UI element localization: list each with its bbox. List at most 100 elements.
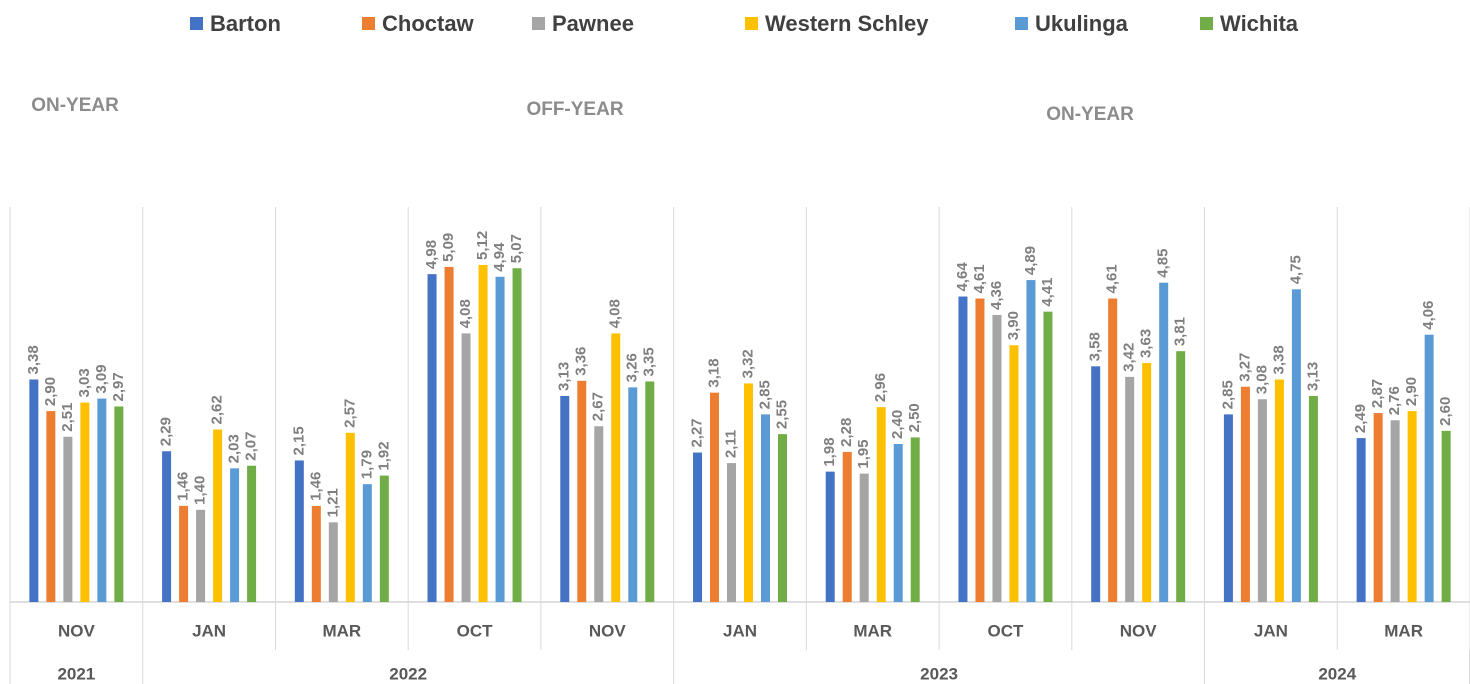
value-label: 3,18 bbox=[705, 358, 722, 387]
legend-label: Western Schley bbox=[765, 11, 929, 36]
value-label: 3,35 bbox=[641, 347, 658, 376]
value-label: 2,55 bbox=[773, 400, 790, 429]
bar bbox=[478, 264, 488, 602]
bar bbox=[63, 436, 73, 602]
value-label: 4,08 bbox=[607, 299, 624, 328]
bar bbox=[1257, 399, 1267, 602]
legend-swatch bbox=[362, 17, 375, 30]
value-label: 1,46 bbox=[307, 472, 324, 501]
value-label: 2,27 bbox=[688, 418, 705, 447]
value-label: 2,90 bbox=[42, 377, 59, 406]
bar bbox=[910, 437, 920, 602]
value-label: 3,42 bbox=[1121, 343, 1138, 372]
value-label: 1,98 bbox=[821, 437, 838, 466]
value-label: 2,76 bbox=[1386, 386, 1403, 415]
legend-swatch bbox=[1015, 17, 1028, 30]
value-label: 2,85 bbox=[756, 380, 773, 409]
value-label: 3,63 bbox=[1138, 329, 1155, 358]
bar bbox=[213, 429, 223, 602]
year-label: 2024 bbox=[1318, 664, 1356, 683]
value-label: 2,40 bbox=[889, 410, 906, 439]
value-label: 2,97 bbox=[110, 372, 127, 401]
value-label: 4,75 bbox=[1287, 255, 1304, 284]
bar bbox=[645, 381, 655, 602]
value-label: 2,29 bbox=[158, 417, 175, 446]
legend-swatch bbox=[1200, 17, 1213, 30]
bar bbox=[992, 314, 1002, 602]
value-label: 4,36 bbox=[988, 281, 1005, 310]
value-label: 3,58 bbox=[1087, 332, 1104, 361]
value-label: 4,94 bbox=[491, 242, 508, 272]
bar bbox=[1091, 366, 1101, 602]
value-label: 2,85 bbox=[1219, 380, 1236, 409]
bar bbox=[328, 522, 338, 602]
value-label: 1,21 bbox=[324, 488, 341, 517]
bar bbox=[1424, 334, 1434, 602]
bar bbox=[1308, 395, 1318, 602]
value-label: 4,08 bbox=[457, 299, 474, 328]
bar bbox=[444, 266, 454, 602]
bar bbox=[29, 379, 39, 602]
legend-label: Choctaw bbox=[382, 11, 475, 36]
bar bbox=[80, 402, 90, 602]
value-label: 4,64 bbox=[954, 262, 971, 292]
bar bbox=[1026, 280, 1036, 602]
x-tick-label: JAN bbox=[723, 621, 757, 640]
value-label: 2,90 bbox=[1403, 377, 1420, 406]
bar bbox=[46, 411, 56, 602]
bar bbox=[162, 451, 172, 602]
bar bbox=[1407, 411, 1417, 602]
x-tick-label: OCT bbox=[988, 621, 1025, 640]
legend-label: Barton bbox=[210, 11, 281, 36]
value-label: 5,07 bbox=[508, 234, 525, 263]
bar bbox=[461, 333, 471, 602]
value-label: 2,57 bbox=[341, 399, 358, 428]
value-label: 1,79 bbox=[358, 450, 375, 479]
bar bbox=[311, 505, 321, 602]
bar bbox=[512, 268, 522, 602]
bar bbox=[1390, 420, 1400, 602]
annotation: ON-YEAR bbox=[1046, 104, 1134, 125]
value-label: 2,03 bbox=[226, 434, 243, 463]
value-label: 4,61 bbox=[971, 264, 988, 293]
bar bbox=[1043, 311, 1053, 602]
bar bbox=[230, 468, 240, 602]
bar bbox=[1159, 282, 1169, 602]
x-tick-label: MAR bbox=[1384, 621, 1423, 640]
bar bbox=[196, 509, 206, 602]
bar bbox=[594, 426, 604, 602]
bar bbox=[247, 465, 257, 602]
year-label: 2022 bbox=[389, 664, 427, 683]
value-label: 2,11 bbox=[722, 430, 739, 458]
value-label: 3,13 bbox=[1304, 362, 1321, 391]
value-label: 2,96 bbox=[872, 373, 889, 402]
bar bbox=[294, 460, 304, 602]
bar bbox=[1142, 363, 1152, 602]
value-label: 2,07 bbox=[243, 432, 260, 461]
bar bbox=[876, 407, 886, 602]
value-label: 2,15 bbox=[290, 426, 307, 455]
bar bbox=[495, 276, 505, 602]
value-label: 3,03 bbox=[76, 368, 93, 397]
value-label: 2,62 bbox=[209, 395, 226, 424]
value-label: 5,09 bbox=[440, 233, 457, 262]
bar bbox=[427, 274, 437, 602]
value-label: 2,28 bbox=[838, 418, 855, 447]
bar bbox=[958, 296, 968, 602]
value-label: 3,13 bbox=[556, 362, 573, 391]
value-label: 4,06 bbox=[1420, 301, 1437, 330]
bar bbox=[1108, 298, 1118, 602]
bar bbox=[893, 444, 903, 602]
x-tick-label: OCT bbox=[457, 621, 494, 640]
bar bbox=[628, 387, 638, 602]
legend-swatch bbox=[745, 17, 758, 30]
value-label: 2,49 bbox=[1352, 404, 1369, 433]
value-label: 3,08 bbox=[1253, 365, 1270, 394]
bar bbox=[1291, 289, 1301, 602]
bar bbox=[114, 406, 124, 602]
value-label: 2,60 bbox=[1437, 397, 1454, 426]
legend-swatch bbox=[190, 17, 203, 30]
bar bbox=[179, 505, 189, 602]
bar bbox=[97, 398, 107, 602]
year-label: 2021 bbox=[57, 664, 95, 683]
